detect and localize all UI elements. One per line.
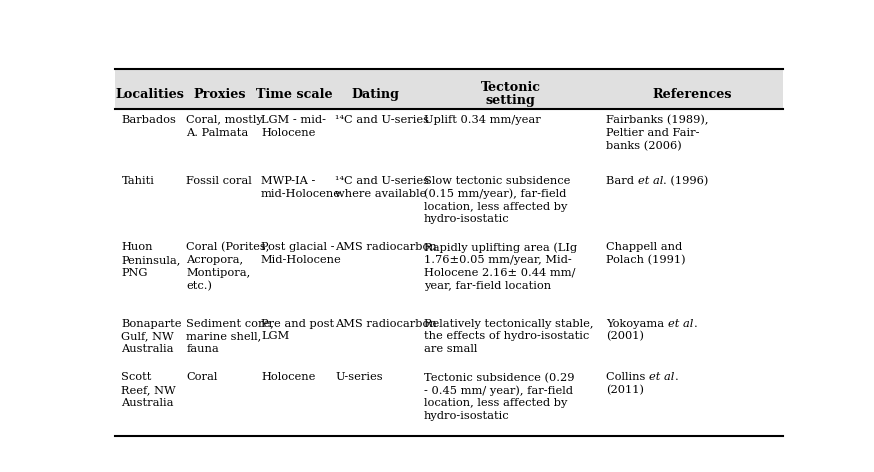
Text: Dating: Dating (351, 87, 399, 101)
Bar (114, 69, 783, 109)
Text: Yokoyama: Yokoyama (607, 319, 669, 329)
Text: Coral, mostly: Coral, mostly (186, 115, 263, 125)
Text: Tectonic: Tectonic (481, 81, 541, 94)
Text: year, far-field location: year, far-field location (424, 280, 551, 290)
Text: (2001): (2001) (607, 331, 644, 342)
Text: AMS radiocarbon: AMS radiocarbon (336, 242, 437, 253)
Text: mid-Holocene: mid-Holocene (261, 189, 341, 199)
Text: marine shell,: marine shell, (186, 331, 261, 341)
Text: Fossil coral: Fossil coral (186, 176, 253, 186)
Text: (0.15 mm/year), far-field: (0.15 mm/year), far-field (424, 189, 566, 200)
Text: A. Palmata: A. Palmata (186, 128, 249, 138)
Text: ¹⁴C and U-series: ¹⁴C and U-series (336, 115, 429, 125)
Text: .: . (675, 372, 678, 382)
Text: Fairbanks (1989),: Fairbanks (1989), (607, 115, 709, 126)
Text: Reef, NW: Reef, NW (121, 385, 177, 395)
Text: Tectonic subsidence (0.29: Tectonic subsidence (0.29 (424, 372, 574, 383)
Text: References: References (652, 87, 732, 101)
Text: Relatively tectonically stable,: Relatively tectonically stable, (424, 319, 593, 329)
Text: Holocene 2.16± 0.44 mm/: Holocene 2.16± 0.44 mm/ (424, 268, 575, 278)
Text: PNG: PNG (121, 268, 148, 278)
Text: fauna: fauna (186, 344, 219, 354)
Text: Mid-Holocene: Mid-Holocene (261, 255, 342, 265)
Text: Coral (Porites,: Coral (Porites, (186, 242, 270, 253)
Text: U-series: U-series (336, 372, 383, 382)
Text: Bonaparte: Bonaparte (121, 319, 182, 329)
Text: hydro-isostatic: hydro-isostatic (424, 411, 510, 421)
Text: setting: setting (486, 94, 536, 107)
Text: Sediment core,: Sediment core, (186, 319, 274, 329)
Text: ¹⁴C and U-series: ¹⁴C and U-series (336, 176, 429, 186)
Text: Coral: Coral (186, 372, 218, 382)
Text: Holocene: Holocene (261, 372, 316, 382)
Text: Proxies: Proxies (193, 87, 246, 101)
Text: Chappell and: Chappell and (607, 242, 683, 253)
Text: (2011): (2011) (607, 385, 644, 396)
Text: Acropora,: Acropora, (186, 255, 244, 265)
Text: Australia: Australia (121, 344, 174, 354)
Text: LGM - mid-: LGM - mid- (261, 115, 326, 125)
Text: Bard: Bard (607, 176, 638, 186)
Text: Rapidly uplifting area (LIg: Rapidly uplifting area (LIg (424, 242, 577, 253)
Text: banks (2006): banks (2006) (607, 141, 683, 151)
Text: Australia: Australia (121, 398, 174, 408)
Text: the effects of hydro-isostatic: the effects of hydro-isostatic (424, 331, 589, 341)
Text: Polach (1991): Polach (1991) (607, 255, 686, 265)
Text: Peninsula,: Peninsula, (121, 255, 181, 265)
Text: LGM: LGM (261, 331, 289, 341)
Text: Collins: Collins (607, 372, 649, 382)
Text: hydro-isostatic: hydro-isostatic (424, 214, 510, 224)
Text: where available: where available (336, 189, 427, 199)
Text: Uplift 0.34 mm/year: Uplift 0.34 mm/year (424, 115, 540, 125)
Text: Huon: Huon (121, 242, 153, 253)
Text: Scott: Scott (121, 372, 152, 382)
Text: Barbados: Barbados (121, 115, 177, 125)
Text: Tahiti: Tahiti (121, 176, 155, 186)
Text: et al: et al (669, 319, 694, 329)
Text: Holocene: Holocene (261, 128, 316, 138)
Text: etc.): etc.) (186, 280, 212, 291)
Text: Post glacial -: Post glacial - (261, 242, 335, 253)
Text: MWP-IA -: MWP-IA - (261, 176, 316, 186)
Text: et al: et al (638, 176, 663, 186)
Text: . (1996): . (1996) (663, 176, 709, 186)
Text: 1.76±0.05 mm/year, Mid-: 1.76±0.05 mm/year, Mid- (424, 255, 572, 265)
Text: Time scale: Time scale (256, 87, 332, 101)
Text: Peltier and Fair-: Peltier and Fair- (607, 128, 700, 138)
Text: Montipora,: Montipora, (186, 268, 251, 278)
Text: Slow tectonic subsidence: Slow tectonic subsidence (424, 176, 570, 186)
Text: - 0.45 mm/ year), far-field: - 0.45 mm/ year), far-field (424, 385, 572, 396)
Text: et al: et al (649, 372, 675, 382)
Text: location, less affected by: location, less affected by (424, 398, 567, 408)
Text: AMS radiocarbon: AMS radiocarbon (336, 319, 437, 329)
Text: location, less affected by: location, less affected by (424, 202, 567, 211)
Text: .: . (694, 319, 697, 329)
Text: Gulf, NW: Gulf, NW (121, 331, 174, 341)
Text: Pre and post: Pre and post (261, 319, 334, 329)
Text: Localities: Localities (115, 87, 184, 101)
Text: are small: are small (424, 344, 477, 354)
